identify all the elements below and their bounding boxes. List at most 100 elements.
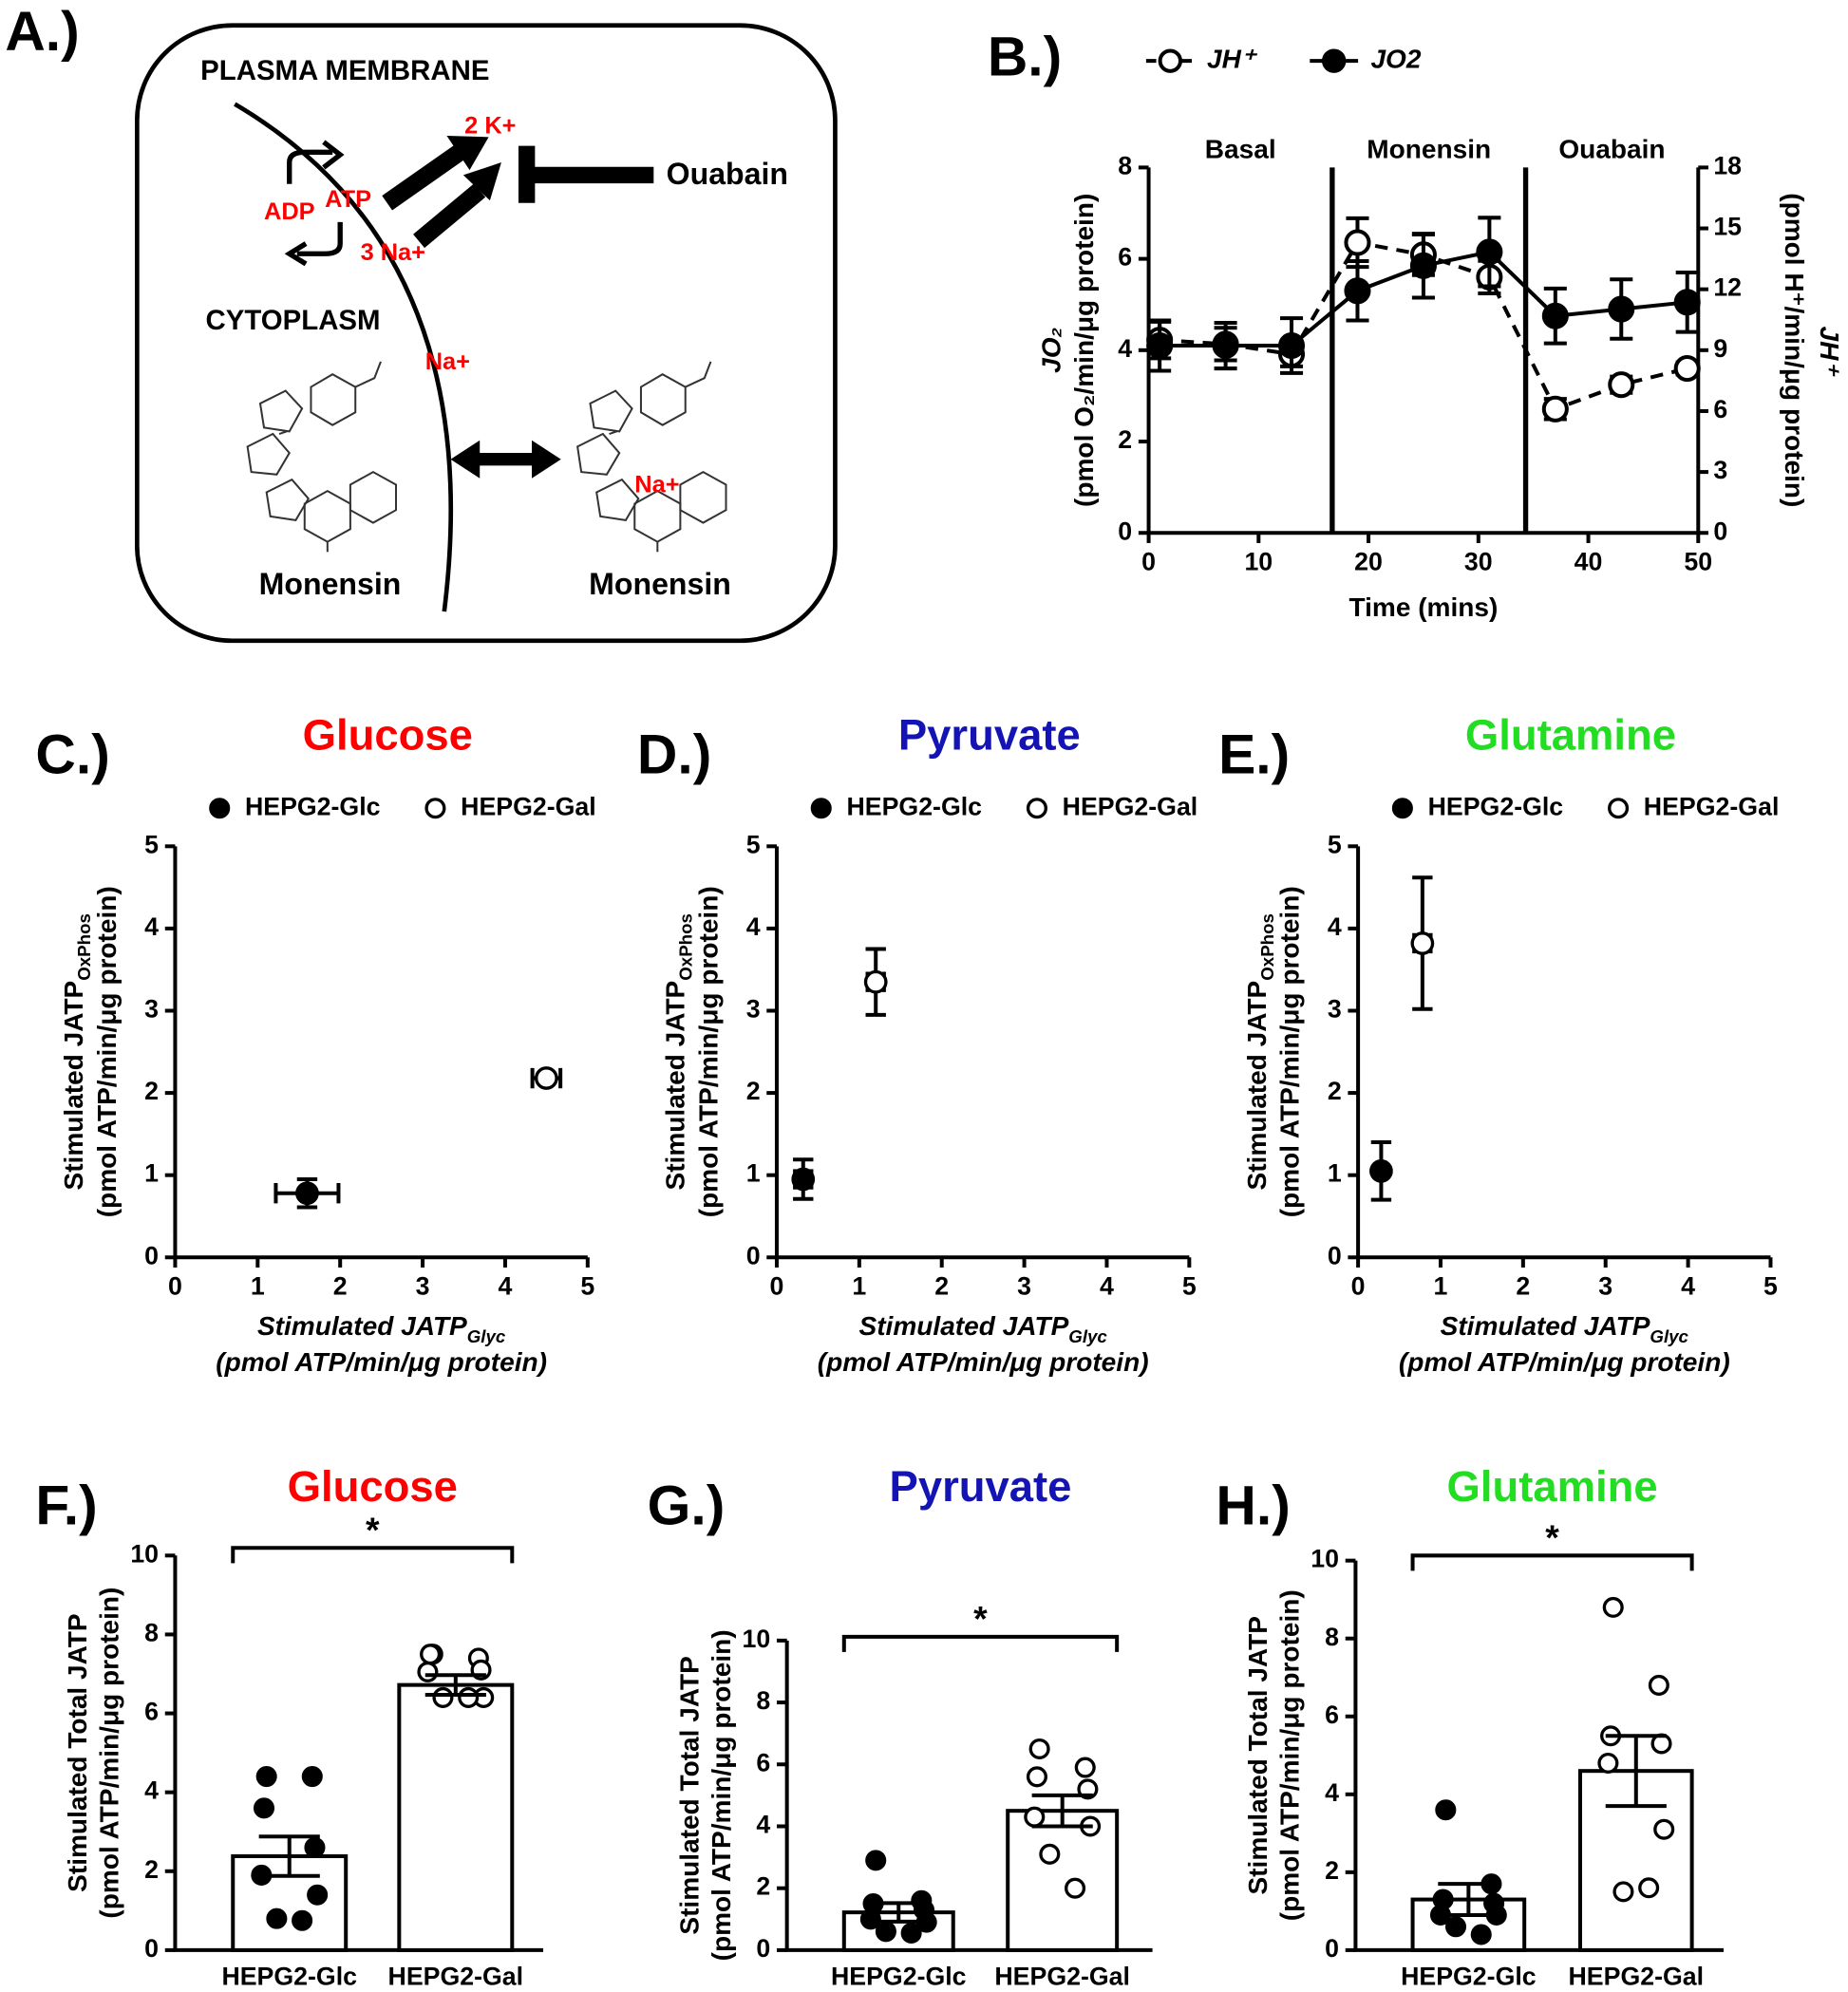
marker (1344, 229, 1371, 256)
error-cap (1370, 1140, 1392, 1202)
axis-label: Stimulated Total JATP (1244, 1616, 1273, 1894)
error-cap (793, 1157, 814, 1201)
y-tick-label: 4 (746, 912, 761, 941)
data-point (900, 1922, 922, 1944)
significance-bracket (1410, 1553, 1694, 1571)
axis-label: (pmol ATP/min/μg protein) (707, 1629, 736, 1961)
inhibition-arrow (518, 145, 654, 203)
error-cap (1605, 1734, 1667, 1809)
y-tick-label: 0 (1325, 1934, 1339, 1963)
y2-tick-label: 0 (1713, 517, 1727, 545)
y-tick-label: 2 (144, 1855, 159, 1884)
pump-arrow (413, 183, 486, 249)
y-tick-label: 5 (1328, 830, 1342, 858)
error-cap (1675, 271, 1699, 334)
cell-outline (135, 23, 838, 644)
data-point (1597, 1752, 1619, 1775)
y-tick-label: 10 (130, 1539, 159, 1568)
legend-label: HEPG2-Gal (1063, 792, 1198, 820)
y-tick-label: 6 (1118, 243, 1132, 272)
legend-marker (1026, 798, 1047, 819)
data-point (1074, 1757, 1096, 1778)
data-point (432, 1686, 454, 1708)
y-tick-label: 8 (756, 1686, 770, 1715)
axis-label-part: Stimulated JATP (661, 981, 690, 1191)
cytoplasm-label: CYTOPLASM (206, 305, 381, 336)
axis-label-part: Stimulated JATP (1441, 1312, 1650, 1342)
data-point (1065, 1877, 1086, 1899)
x-tick-label: 2 (333, 1271, 348, 1300)
marker (535, 1066, 558, 1090)
y-tick-label: 1 (1328, 1159, 1342, 1188)
data-point (1435, 1799, 1457, 1821)
axis-label-sub: Glyc (1068, 1327, 1107, 1347)
pump-na-label: 3 Na+ (361, 239, 425, 266)
adp-label: ADP (264, 198, 315, 225)
data-point (865, 1850, 887, 1871)
axis-label-part: (pmol ATP/min/μg protein) (1275, 886, 1305, 1217)
x-tick-label: 0 (1351, 1271, 1366, 1300)
y-tick-label: 2 (746, 1077, 761, 1105)
panel-label: E.) (1218, 724, 1290, 786)
pump-arrow (382, 144, 465, 211)
marker (1476, 238, 1503, 266)
annotation: * (366, 1510, 380, 1550)
y-tick-label: 8 (1118, 151, 1132, 179)
error-cap (424, 1673, 486, 1698)
axis-label: (pmol ATP/min/μg protein) (694, 886, 724, 1217)
error-cap (530, 1067, 563, 1089)
panel-label: A.) (5, 1, 79, 63)
marker (863, 969, 888, 994)
ion-bound-label: Na+ (634, 472, 679, 498)
marker (1673, 289, 1701, 316)
error-cap (1543, 286, 1567, 346)
y2-axis-label: JH⁺ (1815, 326, 1844, 377)
axis-label: JO₂ (1037, 328, 1066, 373)
x-tick-label: 20 (1354, 547, 1383, 575)
significance-bracket (841, 1634, 1120, 1652)
x-tick-label: 1 (251, 1271, 265, 1300)
data-point (304, 1836, 326, 1858)
y-tick-label: 6 (144, 1698, 159, 1726)
chart-title: Pyruvate (890, 1462, 1072, 1511)
legend-label: HEPG2-Glc (1428, 792, 1564, 820)
data-point (253, 1797, 275, 1819)
drug-label: Monensin (259, 567, 402, 601)
y-tick-label: 4 (756, 1811, 770, 1839)
axis-label: (pmol ATP/min/μg protein) (1275, 1589, 1305, 1921)
x-axis-label: Stimulated JATPGlyc (858, 1312, 1107, 1347)
y-tick-label: 2 (756, 1872, 770, 1901)
y-tick-label: 0 (1118, 517, 1132, 545)
legend-label: HEPG2-Glc (846, 792, 982, 820)
error-cap (1031, 1793, 1093, 1829)
panel-label: H.) (1216, 1475, 1290, 1537)
axis-label-sub: OxPhos (75, 913, 95, 981)
y-tick-label: 4 (144, 912, 159, 941)
x-tick-label: 5 (580, 1271, 594, 1300)
error-cap (1438, 1882, 1499, 1917)
data-point (1039, 1843, 1061, 1865)
atp-label: ATP (325, 186, 371, 213)
annotation: * (1545, 1517, 1559, 1557)
y-tick-label: 0 (144, 1934, 159, 1963)
y-tick-label: 4 (1328, 912, 1342, 941)
y-tick-label: 5 (746, 830, 761, 858)
error-cap (296, 1177, 318, 1210)
axis-label-part: Stimulated Total JATP (1244, 1616, 1273, 1894)
legend-marker (1608, 798, 1630, 819)
axis-label-part: JO₂ (1037, 328, 1066, 373)
legend-marker (1391, 798, 1413, 819)
x-tick-label: HEPG2-Glc (221, 1962, 357, 1990)
marker (1409, 252, 1437, 279)
data-point (301, 1766, 323, 1788)
error-cap (258, 1834, 320, 1878)
chart-title: Glucose (288, 1462, 458, 1511)
region-label: Ouabain (1558, 134, 1665, 163)
marker (1369, 1158, 1393, 1183)
axis-label: Stimulated Total JATP (64, 1613, 93, 1891)
data-point (1648, 1674, 1669, 1696)
legend-marker (810, 798, 832, 819)
y-tick-label: 4 (1118, 334, 1132, 363)
data-point (266, 1907, 288, 1929)
axis-label: Stimulated Total JATP (675, 1656, 705, 1934)
